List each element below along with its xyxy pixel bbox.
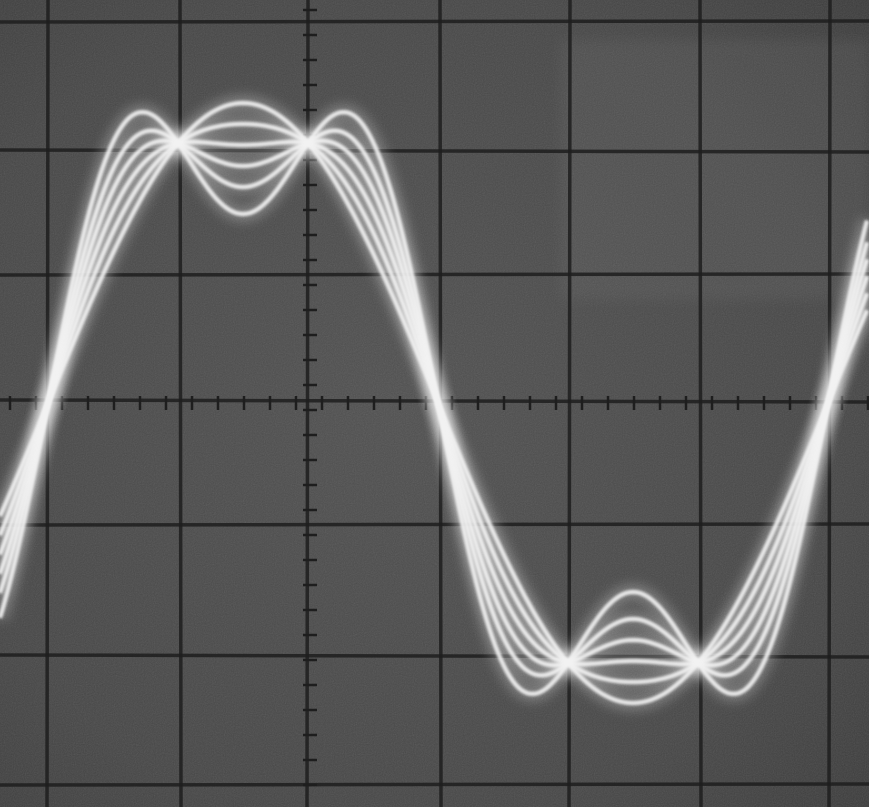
grid-line-horizontal — [0, 272, 869, 277]
grid-line-horizontal — [0, 522, 869, 527]
grid-line-horizontal — [0, 782, 869, 787]
grid-line-vertical — [178, 0, 183, 807]
grid-line-vertical — [698, 0, 703, 807]
grid-line-vertical — [567, 0, 572, 807]
grid-line-horizontal — [0, 19, 869, 24]
graticule-ticks — [8, 8, 869, 787]
trace-layer — [0, 100, 869, 706]
trace-6 — [0, 109, 869, 697]
